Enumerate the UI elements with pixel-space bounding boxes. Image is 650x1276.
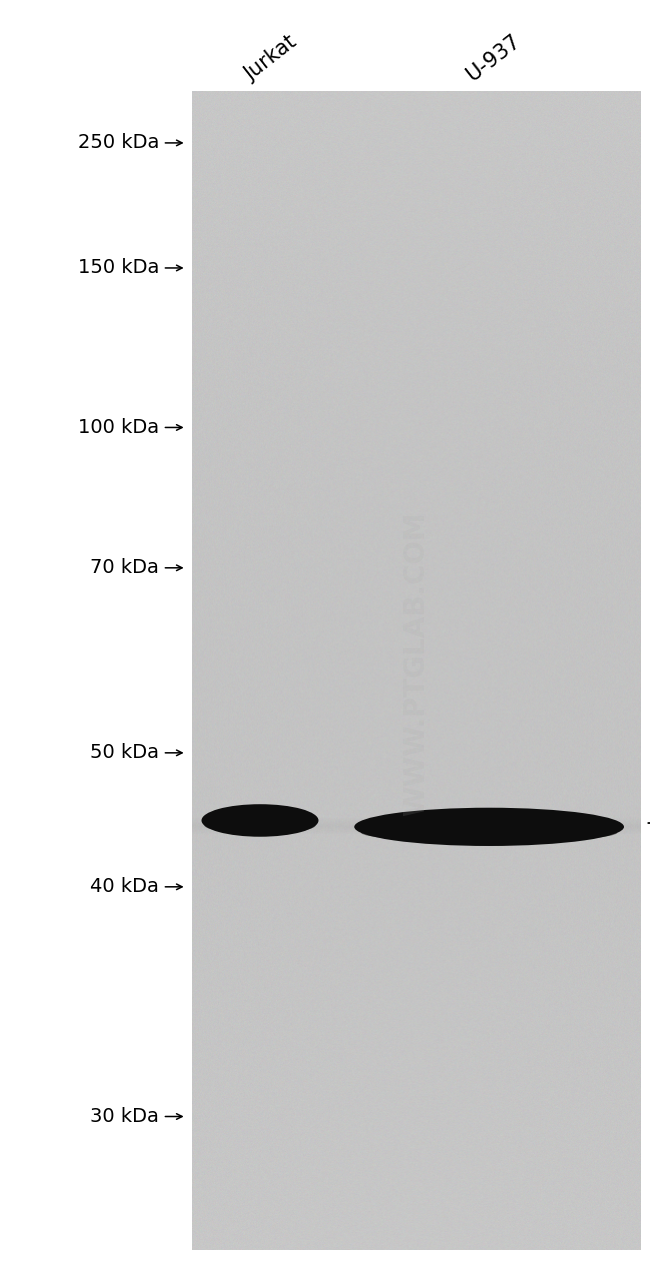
Text: U-937: U-937 (462, 31, 524, 85)
Text: 70 kDa: 70 kDa (90, 559, 159, 577)
Text: 150 kDa: 150 kDa (78, 259, 159, 277)
Ellipse shape (204, 817, 316, 833)
Text: 100 kDa: 100 kDa (78, 419, 159, 436)
Text: 250 kDa: 250 kDa (78, 134, 159, 152)
Ellipse shape (202, 804, 318, 837)
Text: 40 kDa: 40 kDa (90, 878, 159, 896)
Text: Jurkat: Jurkat (241, 33, 301, 85)
Text: 30 kDa: 30 kDa (90, 1108, 159, 1125)
Ellipse shape (361, 823, 618, 842)
Text: WWW.PTGLAB.COM: WWW.PTGLAB.COM (402, 512, 430, 815)
Ellipse shape (354, 808, 624, 846)
Text: 50 kDa: 50 kDa (90, 744, 159, 762)
